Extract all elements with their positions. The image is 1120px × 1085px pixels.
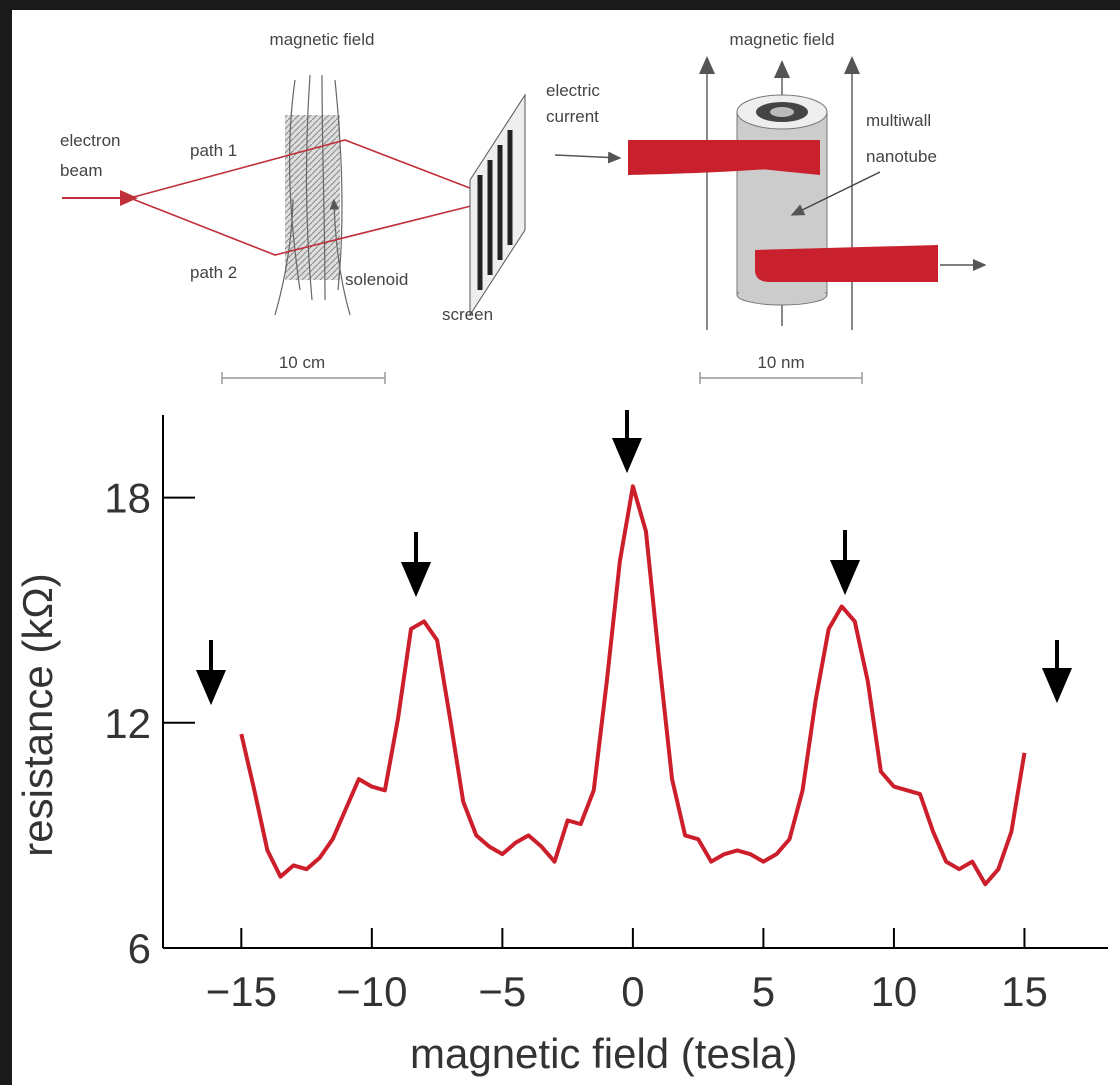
label: 10 cm	[279, 353, 325, 372]
label: current	[546, 107, 599, 126]
x-axis-label: magnetic field (tesla)	[410, 1030, 798, 1077]
x-tick-label: 15	[1001, 968, 1048, 1015]
label: path 1	[190, 141, 237, 160]
nanotube-diagram	[554, 56, 987, 384]
x-tick-label: 0	[621, 968, 644, 1015]
label: electron	[60, 131, 120, 150]
panel	[12, 10, 1120, 1085]
x-tick-label: 10	[871, 968, 918, 1015]
label: screen	[442, 305, 493, 324]
y-axis-label: resistance (kΩ)	[14, 573, 61, 856]
y-tick-label: 6	[128, 925, 151, 972]
data-line	[239, 484, 1027, 887]
label: magnetic field	[270, 30, 375, 49]
label: multiwall	[866, 111, 931, 130]
label: path 2	[190, 263, 237, 282]
label: magnetic field	[730, 30, 835, 49]
interferometer-diagram	[62, 74, 526, 384]
x-tick-label: −15	[206, 968, 277, 1015]
label: 10 nm	[757, 353, 804, 372]
label: nanotube	[866, 147, 937, 166]
label: solenoid	[345, 270, 408, 289]
x-tick-label: 5	[752, 968, 775, 1015]
y-tick-label: 18	[104, 475, 151, 522]
x-tick-label: −5	[478, 968, 526, 1015]
peak-arrows	[195, 410, 1073, 706]
x-tick-label: −10	[336, 968, 407, 1015]
label: beam	[60, 161, 103, 180]
label: electric	[546, 81, 600, 100]
y-tick-label: 12	[104, 700, 151, 747]
